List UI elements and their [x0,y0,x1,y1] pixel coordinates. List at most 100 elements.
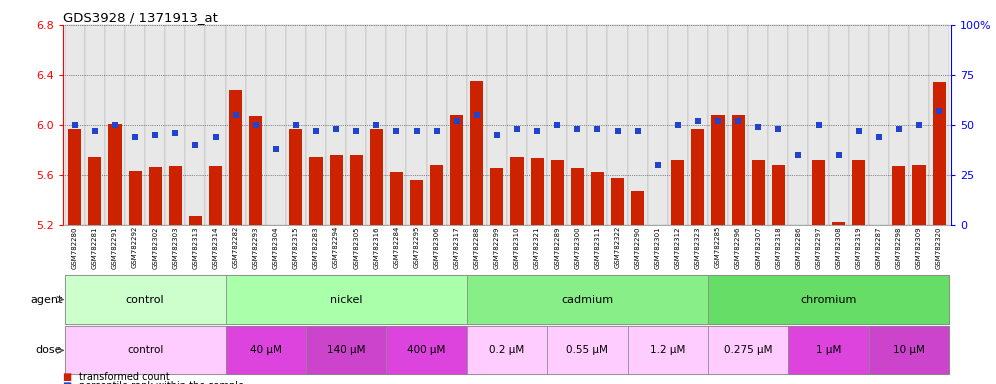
Bar [547,326,627,374]
Bar [85,25,105,225]
Bar [225,25,246,225]
Bar [370,129,382,225]
Bar [531,159,544,225]
Text: control: control [125,295,164,305]
Text: 400 μM: 400 μM [407,345,446,356]
Text: control: control [126,345,163,356]
Bar [386,25,406,225]
Bar [752,160,765,225]
Bar [849,25,869,225]
Bar [410,180,423,225]
Bar [310,157,323,225]
Text: GDS3928 / 1371913_at: GDS3928 / 1371913_at [63,11,217,24]
Bar [732,115,745,225]
Bar [386,326,467,374]
Bar [266,25,286,225]
Bar [286,25,306,225]
Bar [145,25,165,225]
Bar [611,179,624,225]
Text: 140 μM: 140 μM [327,345,366,356]
Bar [269,225,282,227]
Bar [869,25,888,225]
Bar [547,25,568,225]
Bar [671,160,684,225]
Bar [909,25,929,225]
Text: ■: ■ [63,372,75,382]
Bar [189,216,202,225]
Bar [128,171,141,225]
Bar [205,25,225,225]
Bar [487,25,507,225]
Bar [832,222,846,225]
Bar [168,166,182,225]
Bar [711,115,724,225]
Text: nickel: nickel [330,295,363,305]
Bar [350,155,363,225]
Bar [467,326,547,374]
Bar [69,129,82,225]
Bar [647,25,667,225]
Bar [389,172,403,225]
Bar [467,275,708,324]
Bar [65,326,225,374]
Bar [912,165,925,225]
Bar [511,157,524,225]
Bar [65,275,225,324]
Bar [772,165,785,225]
Bar [651,225,664,227]
Bar [65,25,85,225]
Bar [571,169,584,225]
Bar [768,25,789,225]
Bar [330,155,343,225]
Bar [627,25,647,225]
Bar [929,25,949,225]
Bar [591,172,604,225]
Bar [306,25,326,225]
Bar [631,191,644,225]
Bar [430,165,443,225]
Bar [869,326,949,374]
Text: 1.2 μM: 1.2 μM [650,345,685,356]
Bar [809,25,829,225]
Bar [888,25,909,225]
Bar [446,25,467,225]
Text: 40 μM: 40 μM [250,345,282,356]
Bar [249,116,262,225]
Bar [748,25,768,225]
Bar [347,25,367,225]
Bar [125,25,145,225]
Bar [688,25,708,225]
Bar [326,25,347,225]
Bar [708,25,728,225]
Text: 0.2 μM: 0.2 μM [489,345,525,356]
Bar [450,115,463,225]
Bar [812,160,825,225]
Bar [789,25,809,225]
Text: ■: ■ [63,381,75,384]
Bar [932,83,945,225]
Bar [426,25,446,225]
Bar [507,25,527,225]
Bar [185,25,205,225]
Bar [209,166,222,225]
Bar [490,169,503,225]
Bar [165,25,185,225]
Bar [105,25,125,225]
Bar [691,129,704,225]
Bar [708,326,789,374]
Text: agent: agent [30,295,63,305]
Bar [627,326,708,374]
Bar [306,326,386,374]
Bar [225,326,306,374]
Bar [290,129,303,225]
Bar [568,25,588,225]
Bar [229,90,242,225]
Bar [246,25,266,225]
Bar [551,160,564,225]
Bar [109,124,122,225]
Bar [853,160,866,225]
Bar [225,275,467,324]
Bar [148,167,161,225]
Bar [470,81,483,225]
Bar [792,225,805,240]
